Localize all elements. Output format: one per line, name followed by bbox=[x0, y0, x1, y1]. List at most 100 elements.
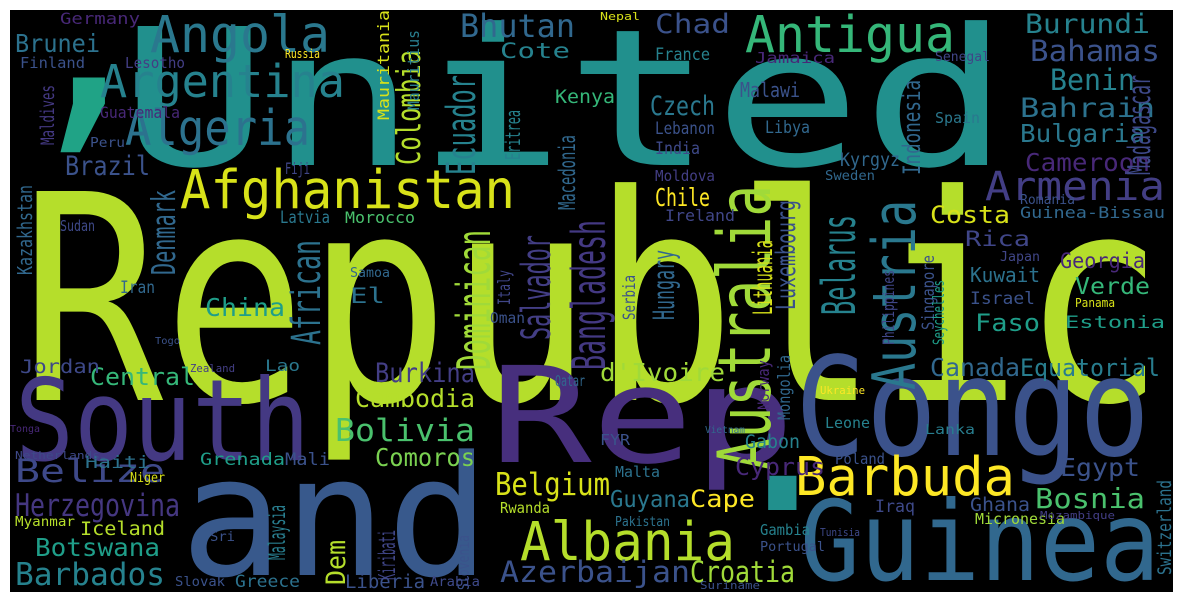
word: Suriname bbox=[700, 579, 760, 592]
word: Vietnam bbox=[705, 425, 745, 436]
word: Lithuania bbox=[748, 240, 779, 315]
word: Denmark bbox=[144, 190, 183, 275]
word: Togo bbox=[155, 336, 180, 347]
word: Afghanistan bbox=[180, 159, 515, 221]
word: Oman bbox=[490, 310, 525, 327]
word: Cameroon bbox=[1025, 148, 1150, 177]
word: Luxembourg bbox=[771, 200, 802, 310]
word: Kenya bbox=[555, 87, 615, 108]
word: Salvador bbox=[514, 235, 560, 340]
word: Lanka bbox=[925, 423, 975, 438]
word: Pakistan bbox=[615, 515, 670, 530]
word: Ecuador bbox=[439, 75, 485, 175]
word: African bbox=[284, 240, 330, 345]
word: Tonga bbox=[10, 424, 40, 435]
word: Malta bbox=[615, 464, 660, 481]
word: Slovenia bbox=[454, 535, 473, 590]
word: ’ bbox=[2, 35, 159, 337]
word: Niger bbox=[130, 471, 165, 486]
word: Bhutan bbox=[460, 7, 575, 45]
word: Philippines bbox=[879, 270, 898, 345]
word: Barbados bbox=[15, 558, 165, 593]
word: Mauritius bbox=[404, 30, 423, 110]
word: Sri bbox=[210, 530, 235, 545]
word: Algeria bbox=[125, 99, 310, 157]
word: El bbox=[350, 284, 385, 309]
background bbox=[10, 10, 1173, 592]
word: Slovak bbox=[175, 575, 225, 590]
word: Haiti bbox=[85, 453, 150, 473]
word: Seychelles bbox=[929, 280, 948, 345]
word: Japan bbox=[1000, 250, 1040, 265]
word: Burkina bbox=[375, 358, 475, 389]
word: Botswana bbox=[35, 533, 160, 562]
word: Qatar bbox=[555, 373, 585, 390]
word: Libya bbox=[765, 118, 810, 138]
word: Lebanon bbox=[655, 119, 715, 139]
word: Dominican bbox=[448, 230, 502, 370]
word: Iraq bbox=[875, 497, 915, 517]
word: Cote bbox=[500, 39, 570, 64]
word: France bbox=[655, 45, 710, 65]
word: Fiji bbox=[285, 159, 310, 178]
word: Egypt bbox=[1060, 453, 1140, 482]
word: Gabon bbox=[745, 432, 800, 453]
word: Angola bbox=[150, 5, 330, 64]
word: Zealand bbox=[190, 362, 235, 375]
word: Verde bbox=[1075, 274, 1150, 300]
word: Antigua bbox=[745, 5, 955, 64]
word: Ireland bbox=[665, 206, 735, 225]
word: Germany bbox=[60, 9, 140, 28]
word: Leone bbox=[825, 415, 870, 432]
word: d'Ivoire bbox=[600, 358, 725, 387]
word: Estonia bbox=[1065, 313, 1165, 333]
word: Lao bbox=[265, 356, 300, 375]
word: Malaysia bbox=[265, 505, 291, 560]
word: Armenia bbox=[985, 164, 1165, 210]
word: Benin bbox=[1050, 63, 1135, 97]
word: . bbox=[713, 298, 851, 565]
word: Kazakhstan bbox=[13, 185, 37, 275]
word: Ukraine bbox=[820, 384, 865, 397]
word: FYR bbox=[600, 432, 630, 449]
word: Greece bbox=[235, 572, 300, 592]
word: Austria bbox=[860, 200, 930, 390]
word: Rica bbox=[965, 227, 1030, 252]
word: Canada bbox=[930, 353, 1020, 382]
word: Romania bbox=[1020, 193, 1075, 208]
word: Costa bbox=[930, 201, 1010, 229]
word: Moldova bbox=[655, 168, 715, 185]
word: Azerbaijan bbox=[500, 555, 690, 589]
word: Dem bbox=[321, 540, 352, 585]
word: Guinea bbox=[800, 478, 1160, 601]
word: Singapore bbox=[919, 255, 939, 330]
word: Finland bbox=[20, 55, 85, 72]
word: Faso bbox=[975, 309, 1040, 337]
word: Ghana bbox=[970, 495, 1030, 516]
word: Belarus bbox=[813, 215, 867, 315]
word: Brazil bbox=[65, 151, 150, 182]
word: Kuwait bbox=[970, 263, 1040, 287]
word: Cambodia bbox=[355, 384, 475, 413]
word: Jordan bbox=[20, 357, 100, 378]
word: Spain bbox=[935, 110, 980, 127]
word: Bosnia bbox=[1035, 482, 1145, 515]
word: Bangladesh bbox=[563, 220, 617, 370]
word: Central bbox=[90, 363, 195, 391]
word: China bbox=[205, 293, 285, 322]
word: Iceland bbox=[80, 519, 165, 540]
word: Sweden bbox=[825, 169, 875, 184]
word: Hungary bbox=[647, 250, 681, 320]
word: Myanmar bbox=[15, 515, 75, 530]
word: India bbox=[655, 139, 700, 159]
word: Samoa bbox=[350, 266, 390, 281]
word: Eritrea bbox=[501, 110, 525, 160]
word: Peru bbox=[90, 136, 125, 151]
word: Malawi bbox=[740, 78, 800, 102]
word: Latvia bbox=[280, 208, 330, 228]
word: Portugal bbox=[760, 540, 825, 555]
word: Macedonia bbox=[555, 135, 581, 210]
word: Liberia bbox=[345, 572, 425, 593]
word: Bahamas bbox=[1030, 34, 1160, 68]
